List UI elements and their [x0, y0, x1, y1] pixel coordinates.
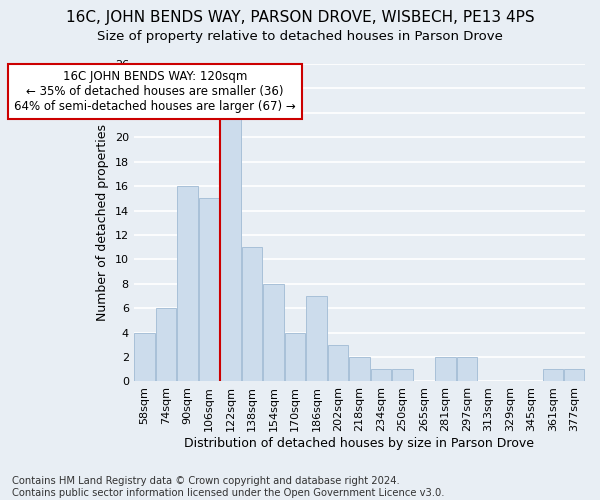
Bar: [564, 369, 584, 382]
Bar: [371, 369, 391, 382]
Text: 16C JOHN BENDS WAY: 120sqm
← 35% of detached houses are smaller (36)
64% of semi: 16C JOHN BENDS WAY: 120sqm ← 35% of deta…: [14, 70, 296, 113]
Bar: [284, 332, 305, 382]
Text: 16C, JOHN BENDS WAY, PARSON DROVE, WISBECH, PE13 4PS: 16C, JOHN BENDS WAY, PARSON DROVE, WISBE…: [65, 10, 535, 25]
Bar: [242, 247, 262, 382]
Text: Contains HM Land Registry data © Crown copyright and database right 2024.
Contai: Contains HM Land Registry data © Crown c…: [12, 476, 445, 498]
Text: Size of property relative to detached houses in Parson Drove: Size of property relative to detached ho…: [97, 30, 503, 43]
X-axis label: Distribution of detached houses by size in Parson Drove: Distribution of detached houses by size …: [184, 437, 535, 450]
Bar: [457, 357, 477, 382]
Bar: [177, 186, 197, 382]
Bar: [306, 296, 326, 382]
Bar: [392, 369, 413, 382]
Bar: [328, 345, 348, 382]
Bar: [220, 113, 241, 382]
Y-axis label: Number of detached properties: Number of detached properties: [96, 124, 109, 321]
Bar: [542, 369, 563, 382]
Bar: [134, 332, 155, 382]
Bar: [263, 284, 284, 382]
Bar: [199, 198, 219, 382]
Bar: [349, 357, 370, 382]
Bar: [435, 357, 455, 382]
Bar: [156, 308, 176, 382]
